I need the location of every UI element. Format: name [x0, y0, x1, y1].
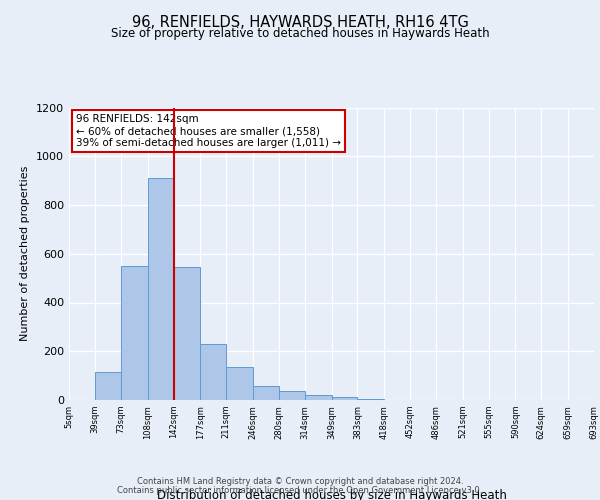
Bar	[279, 390, 305, 400]
X-axis label: Distribution of detached houses by size in Haywards Heath: Distribution of detached houses by size …	[157, 489, 506, 500]
Text: 96 RENFIELDS: 142sqm
← 60% of detached houses are smaller (1,558)
39% of semi-de: 96 RENFIELDS: 142sqm ← 60% of detached h…	[76, 114, 341, 148]
Text: Contains public sector information licensed under the Open Government Licence v3: Contains public sector information licen…	[118, 486, 482, 495]
Bar	[148, 178, 173, 400]
Bar	[173, 267, 200, 400]
Bar	[200, 344, 226, 400]
Bar	[331, 397, 358, 400]
Text: 96, RENFIELDS, HAYWARDS HEATH, RH16 4TG: 96, RENFIELDS, HAYWARDS HEATH, RH16 4TG	[131, 15, 469, 30]
Bar	[95, 372, 121, 400]
Bar	[226, 367, 253, 400]
Y-axis label: Number of detached properties: Number of detached properties	[20, 166, 31, 342]
Bar	[121, 266, 148, 400]
Bar	[305, 395, 331, 400]
Bar	[253, 386, 279, 400]
Text: Size of property relative to detached houses in Haywards Heath: Size of property relative to detached ho…	[110, 28, 490, 40]
Text: Contains HM Land Registry data © Crown copyright and database right 2024.: Contains HM Land Registry data © Crown c…	[137, 477, 463, 486]
